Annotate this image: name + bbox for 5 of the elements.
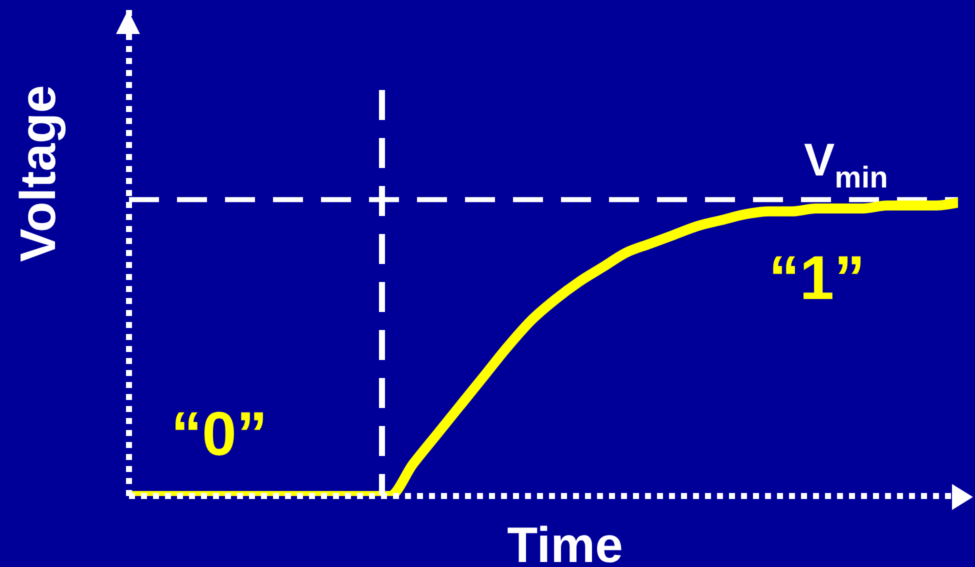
ref-line-label: V$_{min}$: [804, 134, 888, 195]
annotation: “0”: [171, 400, 268, 469]
x-axis-title: Time: [507, 517, 623, 567]
y-axis-title: Voltage: [10, 85, 66, 262]
annotation: “1”: [768, 244, 866, 314]
